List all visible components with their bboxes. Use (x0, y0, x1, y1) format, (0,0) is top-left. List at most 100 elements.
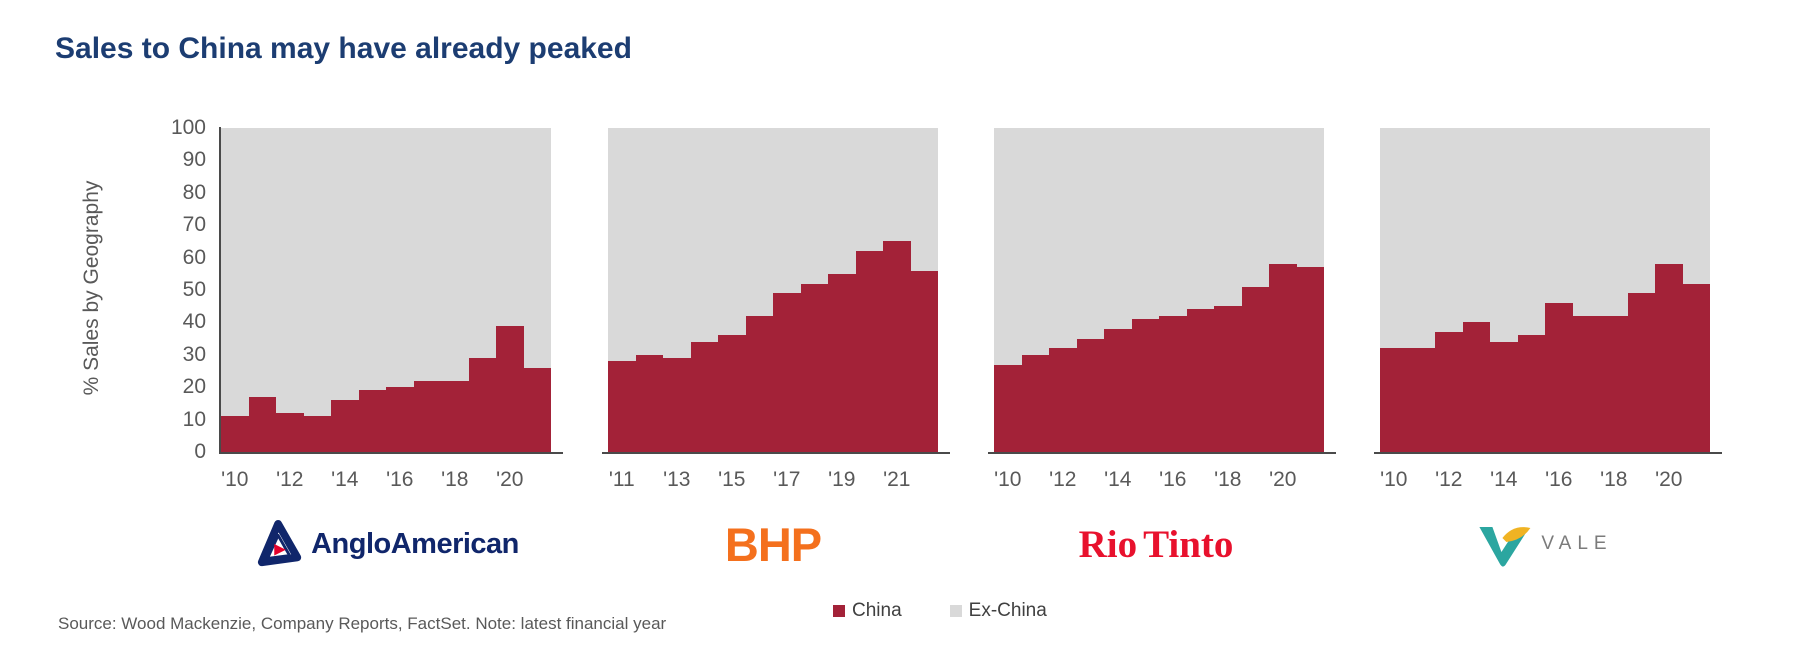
bar-china-13 (303, 416, 331, 452)
bar-china-21 (1296, 267, 1324, 452)
x-tick-label: '19 (828, 468, 856, 491)
x-tick-label: '18 (1214, 468, 1242, 491)
x-tick-label: '12 (1435, 468, 1463, 491)
bar-china-14 (1104, 328, 1132, 452)
y-tick-label: 90 (182, 148, 206, 172)
x-tick-label: '14 (331, 468, 359, 491)
bar-china-17 (773, 293, 801, 452)
x-tick-label: '14 (1490, 468, 1518, 491)
bar-china-10 (1380, 348, 1408, 452)
bar-china-18 (1214, 306, 1242, 452)
x-tick-label: '10 (1380, 468, 1408, 491)
bar-china-18 (1600, 315, 1628, 452)
company-logo-text: Rio Tinto (1078, 522, 1234, 566)
chart-plot-angloamerican (221, 128, 551, 452)
bar-china-15 (1131, 319, 1159, 452)
x-tick-label: '18 (1600, 468, 1628, 491)
x-axis-line (988, 452, 1336, 454)
company-logo-angloamerican: AngloAmerican (253, 514, 519, 574)
bar-china-19 (468, 358, 496, 452)
x-tick-label: '10 (994, 468, 1022, 491)
bar-china-15 (718, 335, 746, 452)
bar-china-13 (1462, 322, 1490, 452)
page-title: Sales to China may have already peaked (55, 32, 632, 66)
bar-china-16 (386, 387, 414, 452)
bar-china-19 (1627, 293, 1655, 452)
bar-china-21 (883, 241, 911, 452)
company-logo-text: BHP (724, 517, 822, 571)
bar-china-11 (1407, 348, 1435, 452)
company-logo-bhp: BHP (724, 514, 822, 574)
bar-china-21 (523, 367, 551, 452)
bar-china-12 (1435, 332, 1463, 452)
bar-china-11 (248, 396, 276, 452)
y-tick-label: 20 (182, 375, 206, 399)
x-axis-line (1374, 452, 1722, 454)
bar-china-22 (910, 270, 938, 452)
x-tick-label: '14 (1104, 468, 1132, 491)
bar-china-15 (358, 390, 386, 452)
y-tick-label: 60 (182, 245, 206, 269)
bar-china-10 (994, 364, 1022, 452)
y-tick-label: 0 (194, 440, 206, 463)
source-note: Source: Wood Mackenzie, Company Reports,… (58, 614, 667, 633)
company-logo-riotinto: Rio Tinto (1079, 514, 1240, 574)
x-axis-line (602, 452, 950, 454)
x-tick-label: '16 (386, 468, 414, 491)
bar-china-16 (1545, 302, 1573, 452)
y-tick-label: 40 (182, 310, 206, 334)
y-tick-label: 80 (182, 180, 206, 204)
bar-china-14 (1490, 341, 1518, 452)
legend-label-china: China (852, 600, 902, 621)
company-logo-text: VALE (1541, 533, 1613, 554)
x-tick-label: '12 (276, 468, 304, 491)
y-axis-line (219, 127, 221, 453)
x-tick-label: '17 (773, 468, 801, 491)
bar-china-20 (1655, 264, 1683, 452)
x-tick-label: '20 (496, 468, 524, 491)
bar-china-20 (1269, 264, 1297, 452)
bar-china-12 (276, 413, 304, 452)
bar-china-13 (1076, 338, 1104, 452)
y-axis-title: % Sales by Geography (80, 180, 103, 396)
bar-china-14 (690, 341, 718, 452)
x-tick-label: '10 (221, 468, 249, 491)
company-logo-vale: VALE (1477, 514, 1612, 574)
y-tick-label: 50 (182, 278, 206, 301)
bar-china-19 (828, 273, 856, 452)
chart-plot-vale (1380, 128, 1710, 452)
vale-logo-icon (1479, 527, 1531, 567)
bar-china-12 (635, 354, 663, 452)
legend-item-china: China (833, 600, 902, 622)
bar-china-17 (1572, 315, 1600, 452)
bar-china-11 (608, 361, 636, 452)
bar-china-17 (1186, 309, 1214, 452)
y-tick-label: 30 (182, 342, 206, 366)
x-tick-label: '16 (1159, 468, 1187, 491)
bar-china-16 (1159, 315, 1187, 452)
y-tick-label: 10 (182, 407, 206, 431)
bar-china-15 (1517, 335, 1545, 452)
legend-swatch-ex-china (949, 605, 962, 617)
y-tick-label: 70 (182, 213, 206, 237)
x-tick-label: '15 (718, 468, 746, 491)
x-tick-label: '18 (441, 468, 469, 491)
bar-china-13 (663, 358, 691, 452)
chart-plot-bhp (608, 128, 938, 452)
bar-china-17 (413, 380, 441, 452)
bar-china-10 (221, 416, 249, 452)
bar-china-11 (1021, 354, 1049, 452)
chart-plot-riotinto (994, 128, 1324, 452)
bar-china-18 (441, 380, 469, 452)
legend-item-ex-china: Ex-China (949, 600, 1047, 622)
bar-china-18 (800, 283, 828, 452)
bar-china-20 (496, 325, 524, 452)
x-tick-label: '16 (1545, 468, 1573, 491)
legend-label-ex-china: Ex-China (968, 600, 1047, 621)
x-tick-label: '13 (663, 468, 691, 491)
bar-china-20 (855, 251, 883, 452)
x-tick-label: '21 (883, 468, 911, 491)
bar-china-12 (1049, 348, 1077, 452)
bar-china-19 (1241, 286, 1269, 452)
